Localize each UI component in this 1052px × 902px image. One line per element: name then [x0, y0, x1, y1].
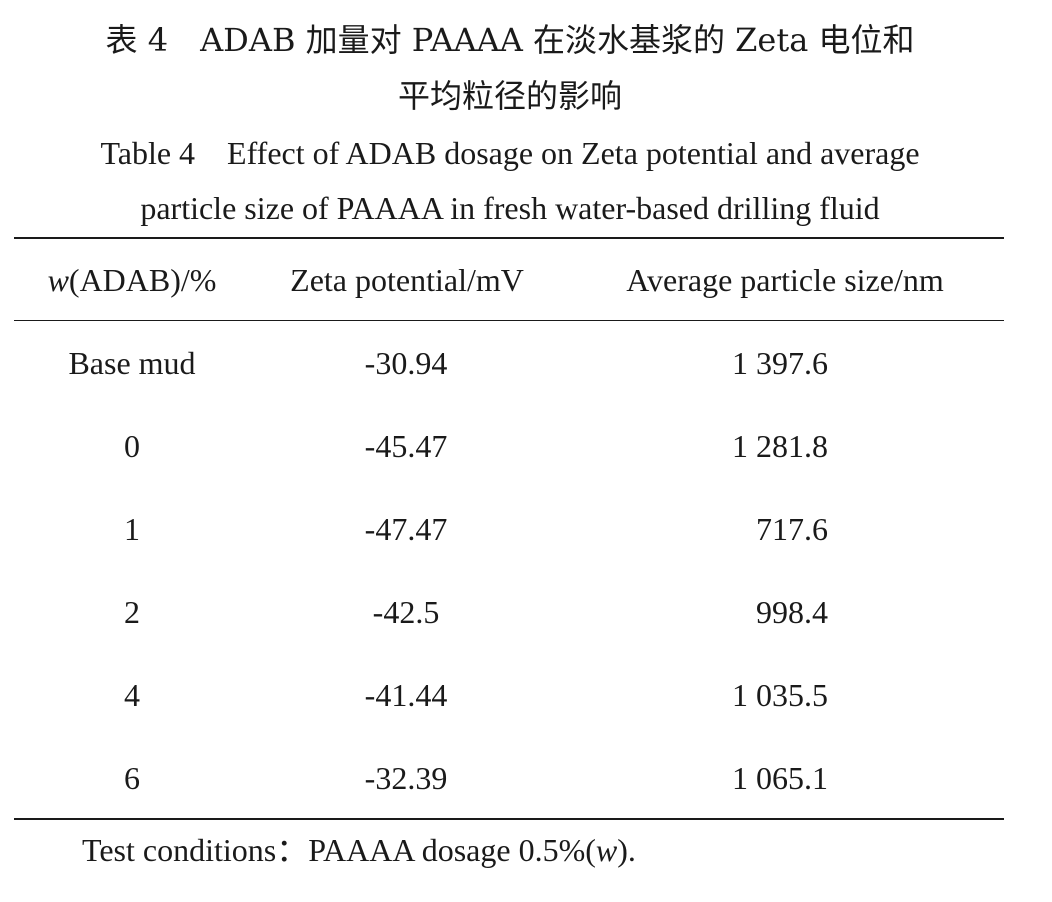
table-caption-en-line2: particle size of PAAAA in fresh water-ba…: [140, 190, 880, 226]
footnote-suffix: ).: [617, 832, 636, 868]
row-4-zeta: -42.5: [372, 594, 440, 630]
row-3-adab: 1: [124, 511, 140, 547]
table-bottom-rule: [14, 818, 1004, 820]
row-3-size: 717.6: [756, 511, 828, 547]
row-2-zeta: -45.47: [364, 428, 448, 464]
table-footnote: Test conditions：PAAAA dosage 0.5%(w).: [82, 830, 636, 870]
header-particle-size: Average particle size/nm: [626, 262, 944, 298]
row-3-zeta: -47.47: [364, 511, 448, 547]
row-4-size: 998.4: [756, 594, 828, 630]
footnote-prefix: Test conditions：PAAAA dosage 0.5%(: [82, 832, 596, 868]
row-1-zeta: -30.94: [364, 345, 448, 381]
row-2-size: 1 281.8: [732, 428, 828, 464]
row-5-zeta: -41.44: [364, 677, 448, 713]
row-4-adab: 2: [124, 594, 140, 630]
table-caption-cn-line1: 表 4 ADAB 加量对 PAAAA 在淡水基浆的 Zeta 电位和: [105, 21, 915, 59]
row-1-size: 1 397.6: [732, 345, 828, 381]
row-6-adab: 6: [124, 760, 140, 796]
header-adab-rest: (ADAB)/%: [68, 262, 217, 298]
table-caption-en-line1: Table 4 Effect of ADAB dosage on Zeta po…: [100, 135, 920, 171]
header-adab-var: w: [47, 262, 69, 298]
row-5-adab: 4: [124, 677, 140, 713]
table-caption-cn-line2: 平均粒径的影响: [397, 77, 622, 115]
row-5-size: 1 035.5: [732, 677, 828, 713]
header-zeta-potential: Zeta potential/mV: [290, 262, 524, 298]
row-6-zeta: -32.39: [364, 760, 448, 796]
table-header-rule: [14, 320, 1004, 321]
header-adab-dosage: w(ADAB)/%: [14, 260, 250, 300]
footnote-var: w: [595, 832, 618, 868]
row-2-adab: 0: [124, 428, 140, 464]
row-1-adab: Base mud: [68, 345, 196, 381]
row-6-size: 1 065.1: [732, 760, 828, 796]
table-top-rule: [14, 237, 1004, 239]
